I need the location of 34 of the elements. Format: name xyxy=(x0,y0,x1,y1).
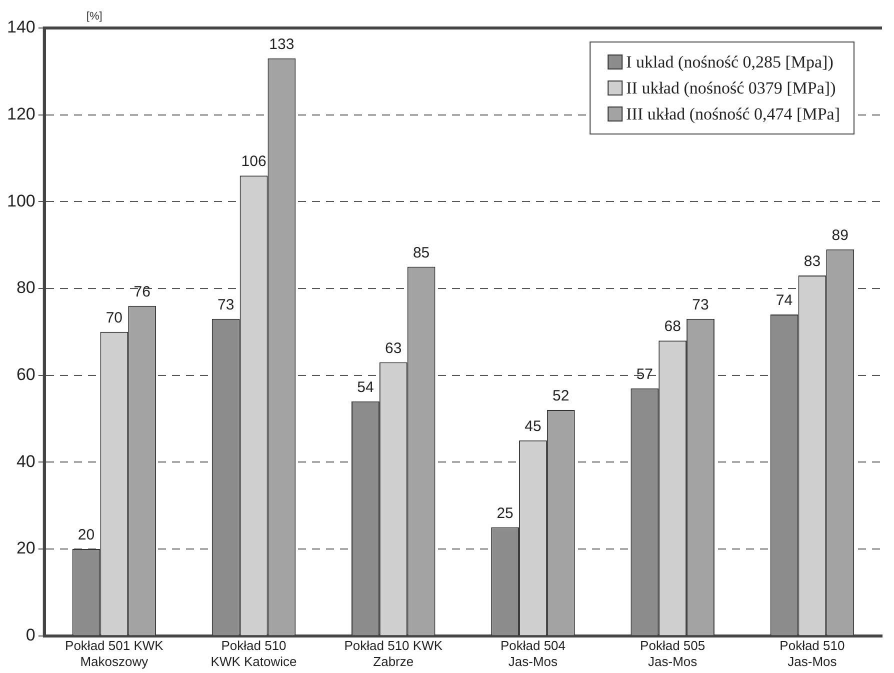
data-label: 63 xyxy=(385,340,402,357)
y-tick-label: 120 xyxy=(6,104,36,124)
x-tick-label: Pokład 510 KWK Katowice xyxy=(210,638,297,669)
data-label: 20 xyxy=(78,526,95,544)
data-label: 68 xyxy=(664,318,681,336)
data-label: 83 xyxy=(804,253,821,270)
data-label: 52 xyxy=(552,388,570,405)
x-tick-label: Pokład 505 Jas-Mos xyxy=(640,638,706,669)
data-label: 133 xyxy=(269,36,294,54)
legend-label: III układ (nośność 0,474 [MPa] xyxy=(626,104,840,124)
data-label: 85 xyxy=(412,244,430,262)
y-tick-label: 140 xyxy=(6,18,36,37)
legend-label: I uklad (nośność 0,285 [Mpa]) xyxy=(626,52,834,72)
y-tick-label: 20 xyxy=(16,538,36,558)
data-label: 73 xyxy=(692,296,709,314)
data-label: 54 xyxy=(357,379,374,396)
data-label: 70 xyxy=(106,310,123,327)
legend-label: II układ (nośność 0379 [MPa]) xyxy=(626,78,836,98)
y-tick-label: 60 xyxy=(16,365,36,384)
y-tick-label: 40 xyxy=(16,452,36,471)
y-tick-label: 0 xyxy=(26,625,36,644)
x-tick-label: Pokład 504 Jas-Mos xyxy=(500,638,566,669)
x-tick-label: Pokład 501 KWK Makoszowy xyxy=(65,638,164,669)
data-label: 45 xyxy=(524,418,542,436)
y-axis-title: [%] xyxy=(86,10,102,23)
data-label: 73 xyxy=(218,296,234,314)
data-label: 74 xyxy=(776,292,793,310)
x-tick-label: Pokład 510 Jas-Mos xyxy=(780,638,845,669)
x-tick-label: Pokład 510 KWK Zabrze xyxy=(344,638,443,669)
y-tick-label: 100 xyxy=(6,191,36,210)
data-label: 106 xyxy=(241,153,266,170)
y-tick-label: 80 xyxy=(16,278,36,298)
data-label: 89 xyxy=(832,227,848,244)
data-label: 25 xyxy=(496,504,514,522)
